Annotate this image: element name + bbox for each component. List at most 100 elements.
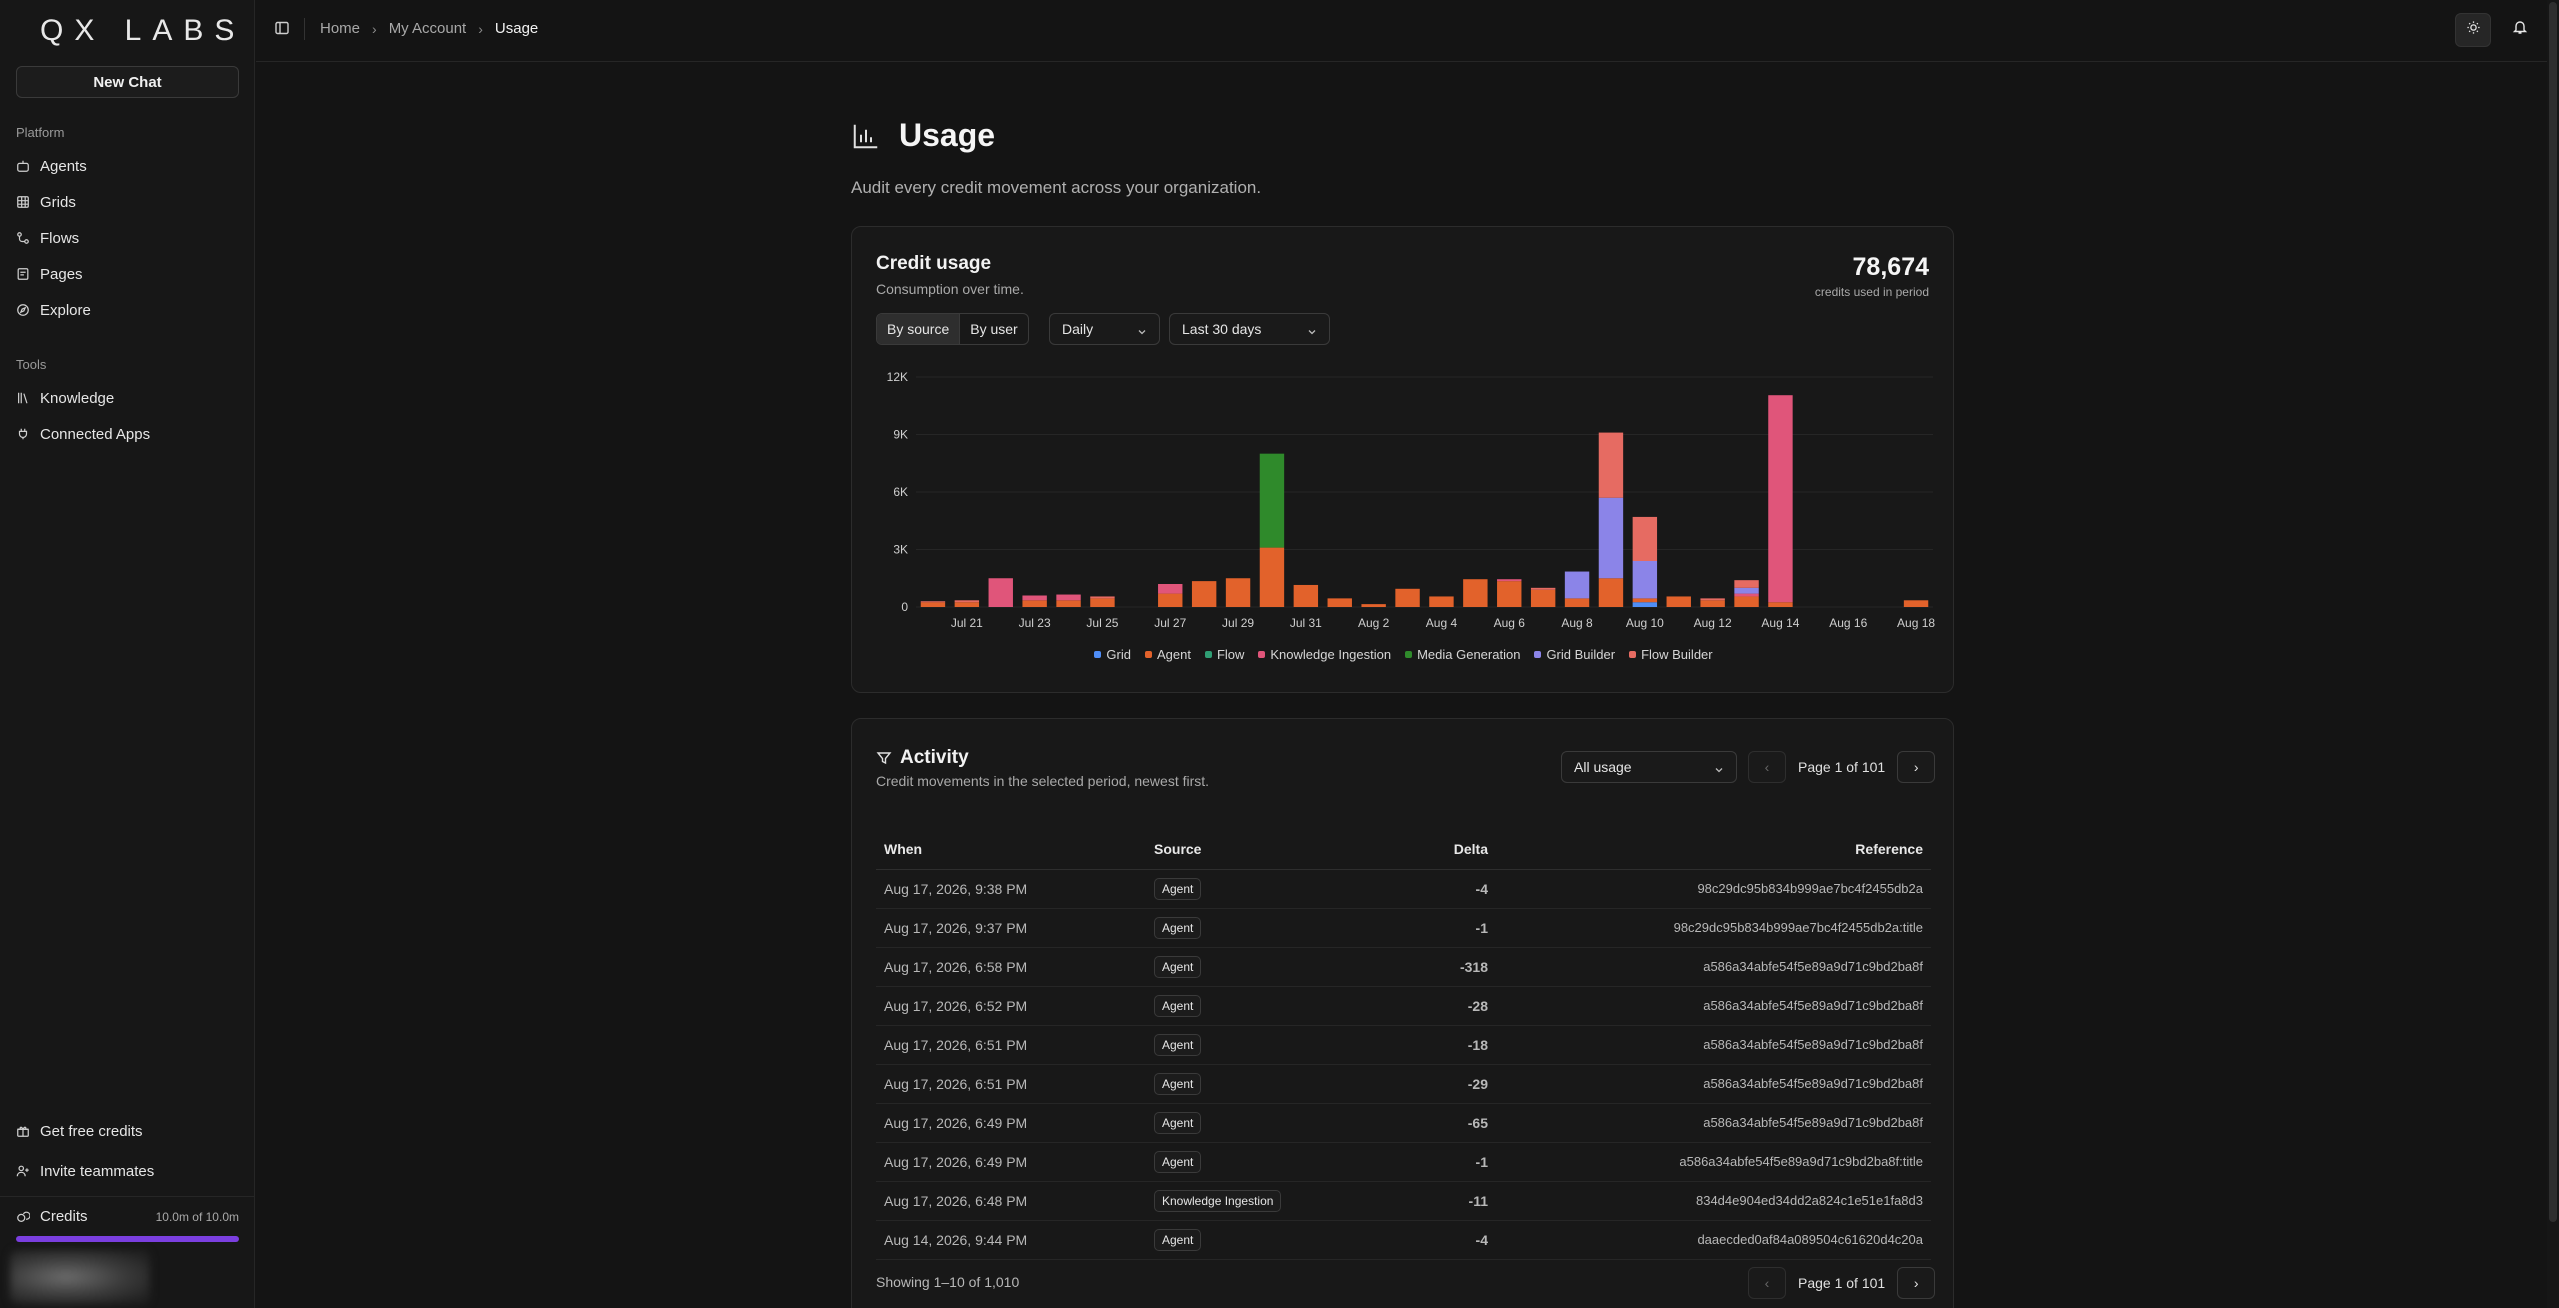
bar-segment[interactable] [1564, 571, 1590, 599]
cell-reference: a586a34abfe54f5e89a9d71c9bd2ba8f:title [1496, 1142, 1931, 1182]
new-chat-button[interactable]: New Chat [16, 66, 239, 98]
bar-segment[interactable] [1700, 600, 1725, 607]
bar-segment[interactable] [1666, 596, 1691, 607]
by-source-button[interactable]: By source [877, 314, 961, 344]
table-row[interactable]: Aug 17, 2026, 6:49 PM Agent -1 a586a34abfe5… [876, 1142, 1931, 1182]
bar-segment[interactable] [1530, 587, 1556, 590]
bar-segment[interactable] [1497, 579, 1522, 582]
get-free-credits-link[interactable]: Get free credits [16, 1118, 143, 1144]
cell-when: Aug 17, 2026, 6:52 PM [876, 986, 1146, 1026]
bar-segment[interactable] [954, 600, 980, 603]
bar-segment[interactable] [1429, 596, 1454, 607]
bar-segment[interactable] [1022, 600, 1047, 607]
legend-item[interactable]: Agent [1144, 647, 1191, 662]
table-row[interactable]: Aug 17, 2026, 9:38 PM Agent -4 98c29dc95b83… [876, 869, 1931, 909]
breadcrumb-my-account[interactable]: My Account [388, 20, 467, 37]
page-scrollbar[interactable] [2547, 0, 2559, 1308]
bar-segment[interactable] [1259, 453, 1285, 548]
bar-segment[interactable] [1734, 580, 1759, 588]
bar-segment[interactable] [1497, 581, 1522, 607]
bar-segment[interactable] [1022, 595, 1047, 601]
bar-segment[interactable] [1564, 598, 1590, 607]
sidebar-toggle-icon[interactable] [274, 20, 290, 36]
breadcrumb-home[interactable]: Home [320, 20, 361, 37]
invite-teammates-link[interactable]: Invite teammates [16, 1158, 154, 1184]
table-row[interactable]: Aug 17, 2026, 6:58 PM Agent -318 a586a34abf… [876, 947, 1931, 987]
grid-icon [16, 195, 30, 209]
user-avatar[interactable] [10, 1250, 150, 1304]
sidebar-item-pages[interactable]: Pages [16, 261, 83, 287]
bar-segment[interactable] [1395, 588, 1420, 607]
bar-segment[interactable] [1090, 596, 1115, 599]
table-row[interactable]: Aug 17, 2026, 6:51 PM Agent -29 a586a34abfe… [876, 1064, 1931, 1104]
bar-segment[interactable] [1632, 602, 1658, 607]
table-row[interactable]: Aug 17, 2026, 6:49 PM Agent -65 a586a34abfe… [876, 1103, 1931, 1143]
bar-segment[interactable] [954, 602, 980, 607]
sidebar-item-flows[interactable]: Flows [16, 225, 79, 251]
bar-segment[interactable] [1734, 596, 1759, 607]
bar-segment[interactable] [1090, 598, 1115, 607]
scrollbar-thumb[interactable] [2549, 2, 2557, 1222]
bar-segment[interactable] [1056, 594, 1081, 601]
bar-segment[interactable] [1734, 587, 1759, 594]
bar-segment[interactable] [1632, 516, 1658, 561]
bar-segment[interactable] [920, 602, 946, 607]
bar-segment[interactable] [1632, 598, 1658, 603]
bar-segment[interactable] [1700, 598, 1725, 601]
sidebar-item-explore[interactable]: Explore [16, 297, 91, 323]
next-page-button[interactable]: › [1897, 751, 1936, 783]
bar-segment[interactable] [1530, 589, 1556, 607]
usage-filter-select[interactable]: All usage [1561, 751, 1737, 783]
legend-item[interactable]: Knowledge Ingestion [1258, 647, 1391, 662]
interval-select[interactable]: Daily [1049, 313, 1160, 345]
by-user-button[interactable]: By user [970, 321, 1018, 337]
bar-segment[interactable] [920, 601, 946, 603]
sidebar-item-agents[interactable]: Agents [16, 153, 87, 179]
plug-icon [16, 427, 30, 441]
bar-segment[interactable] [1632, 561, 1658, 599]
brand-logo[interactable]: QX LABS [40, 14, 246, 47]
bar-segment[interactable] [1225, 578, 1251, 607]
table-row[interactable]: Aug 17, 2026, 9:37 PM Agent -1 98c29dc95b83… [876, 908, 1931, 948]
table-row[interactable]: Aug 17, 2026, 6:48 PM Knowledge Ingestion… [876, 1181, 1931, 1221]
bar-segment[interactable] [1327, 598, 1352, 607]
theme-toggle-button[interactable] [2455, 13, 2491, 47]
bar-segment[interactable] [1768, 395, 1793, 603]
sidebar-item-connected-apps[interactable]: Connected Apps [16, 421, 150, 447]
bar-segment[interactable] [1056, 600, 1081, 607]
bar-segment[interactable] [1191, 581, 1217, 607]
legend-item[interactable]: Flow Builder [1629, 647, 1713, 662]
page-indicator: Page 1 of 101 [1798, 1275, 1886, 1291]
bar-segment[interactable] [1598, 432, 1624, 498]
sidebar-item-grids[interactable]: Grids [16, 189, 76, 215]
table-row[interactable]: Aug 14, 2026, 9:44 PM Agent -4 daaecded0af8… [876, 1220, 1931, 1260]
bar-segment[interactable] [1158, 584, 1183, 594]
bar-segment[interactable] [1293, 584, 1319, 607]
table-row[interactable]: Aug 17, 2026, 6:51 PM Agent -18 a586a34abfe… [876, 1025, 1931, 1065]
bar-segment[interactable] [1598, 578, 1624, 607]
bar-segment[interactable] [1768, 602, 1793, 607]
cell-when: Aug 17, 2026, 6:49 PM [876, 1142, 1146, 1182]
bar-segment[interactable] [1158, 593, 1183, 607]
legend-item[interactable]: Media Generation [1405, 647, 1520, 662]
legend-item[interactable]: Grid Builder [1534, 647, 1615, 662]
sidebar-item-knowledge[interactable]: Knowledge [16, 385, 114, 411]
table-row[interactable]: Aug 17, 2026, 6:52 PM Agent -28 a586a34abfe… [876, 986, 1931, 1026]
credits-summary[interactable]: Credits 10.0m of 10.0m [16, 1208, 239, 1225]
bar-segment[interactable] [1598, 497, 1624, 579]
bar-segment[interactable] [1903, 600, 1929, 607]
bar-segment[interactable] [1361, 604, 1386, 607]
prev-page-button[interactable]: ‹ [1748, 751, 1786, 783]
sidebar-divider [0, 1196, 255, 1197]
bar-segment[interactable] [988, 578, 1013, 607]
notifications-button[interactable] [2509, 18, 2531, 40]
next-page-button[interactable]: › [1897, 1267, 1936, 1299]
bar-segment[interactable] [1734, 593, 1759, 597]
bar-segment[interactable] [1259, 547, 1285, 607]
bar-segment[interactable] [1463, 579, 1488, 607]
prev-page-button[interactable]: ‹ [1748, 1267, 1786, 1299]
range-select[interactable]: Last 30 days [1169, 313, 1330, 345]
legend-item[interactable]: Grid [1094, 647, 1131, 662]
gift-icon [16, 1124, 30, 1138]
legend-item[interactable]: Flow [1204, 647, 1244, 662]
